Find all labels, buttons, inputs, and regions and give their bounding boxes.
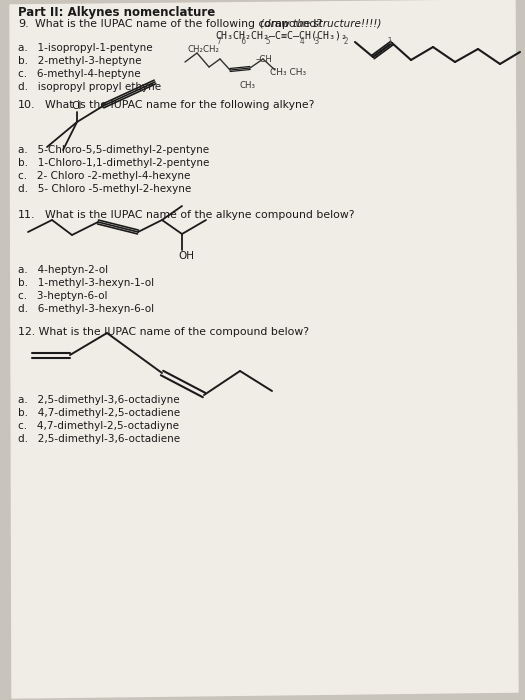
Text: d.   6-methyl-3-hexyn-6-ol: d. 6-methyl-3-hexyn-6-ol: [18, 304, 154, 314]
Text: CH₃CH₂CH₂–C≡C–CH(CH₃)₂: CH₃CH₂CH₂–C≡C–CH(CH₃)₂: [215, 30, 347, 40]
Text: What is the IUPAC name of the following compound?: What is the IUPAC name of the following …: [35, 19, 322, 29]
Text: What is the IUPAC name of the alkyne compound below?: What is the IUPAC name of the alkyne com…: [45, 210, 354, 220]
Text: Cl: Cl: [71, 101, 81, 111]
Text: a.   2,5-dimethyl-3,6-octadiyne: a. 2,5-dimethyl-3,6-octadiyne: [18, 395, 180, 405]
Text: b.   1-Chloro-1,1-dimethyl-2-pentyne: b. 1-Chloro-1,1-dimethyl-2-pentyne: [18, 158, 209, 168]
Text: b.   2-methyl-3-heptyne: b. 2-methyl-3-heptyne: [18, 56, 142, 66]
Text: CH₃ CH₃: CH₃ CH₃: [270, 68, 306, 77]
Text: b.   4,7-dimethyl-2,5-octadiene: b. 4,7-dimethyl-2,5-octadiene: [18, 408, 180, 418]
Text: b.   1-methyl-3-hexyn-1-ol: b. 1-methyl-3-hexyn-1-ol: [18, 278, 154, 288]
Text: c.   3-heptyn-6-ol: c. 3-heptyn-6-ol: [18, 291, 108, 301]
Text: CH₂CH₂: CH₂CH₂: [188, 45, 220, 54]
Text: 12. What is the IUPAC name of the compound below?: 12. What is the IUPAC name of the compou…: [18, 327, 309, 337]
Text: d.   isopropyl propyl ethyne: d. isopropyl propyl ethyne: [18, 82, 161, 92]
Text: OH: OH: [178, 251, 194, 261]
Text: a.   1-isopropyl-1-pentyne: a. 1-isopropyl-1-pentyne: [18, 43, 153, 53]
Text: a.   4-heptyn-2-ol: a. 4-heptyn-2-ol: [18, 265, 108, 275]
Text: 11.: 11.: [18, 210, 36, 220]
Text: (draw the structure!!!!): (draw the structure!!!!): [260, 19, 381, 29]
Text: c.   6-methyl-4-heptyne: c. 6-methyl-4-heptyne: [18, 69, 141, 79]
Text: CH₃: CH₃: [240, 81, 256, 90]
Text: d.   5- Chloro -5-methyl-2-hexyne: d. 5- Chloro -5-methyl-2-hexyne: [18, 184, 191, 194]
Text: 10.: 10.: [18, 100, 36, 110]
Text: What is the IUPAC name for the following alkyne?: What is the IUPAC name for the following…: [45, 100, 314, 110]
Text: d.   2,5-dimethyl-3,6-octadiene: d. 2,5-dimethyl-3,6-octadiene: [18, 434, 180, 444]
Text: 9.: 9.: [18, 19, 29, 29]
Polygon shape: [10, 0, 518, 698]
Text: 7    6    5      4  3     2        1: 7 6 5 4 3 2 1: [217, 37, 393, 46]
Text: a.   5-Chloro-5,5-dimethyl-2-pentyne: a. 5-Chloro-5,5-dimethyl-2-pentyne: [18, 145, 209, 155]
Text: –CH: –CH: [256, 55, 273, 64]
Text: c.   4,7-dimethyl-2,5-octadiyne: c. 4,7-dimethyl-2,5-octadiyne: [18, 421, 179, 431]
Text: Part II: Alkynes nomenclature: Part II: Alkynes nomenclature: [18, 6, 215, 19]
Text: c.   2- Chloro -2-methyl-4-hexyne: c. 2- Chloro -2-methyl-4-hexyne: [18, 171, 191, 181]
